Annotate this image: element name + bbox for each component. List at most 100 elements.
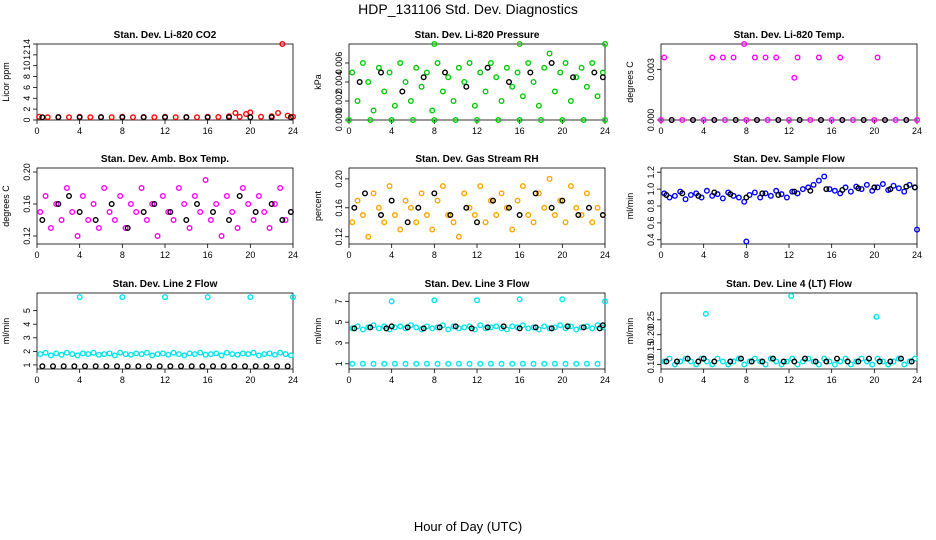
data-point (391, 324, 398, 331)
data-point (138, 184, 145, 191)
data-point (255, 352, 262, 359)
x-tick-label: 12 (784, 250, 794, 260)
data-point (719, 54, 726, 61)
data-point (97, 114, 104, 121)
data-point (215, 114, 222, 121)
data-point (530, 324, 537, 331)
panel-2: Stan. Dev. Li-820 Pressure 0 4 8 12 16 20 24 0.0… (313, 30, 610, 136)
data-point (161, 114, 168, 121)
x-tick-label: 20 (557, 126, 567, 136)
y-tick-label: 5 (22, 308, 32, 313)
data-point (735, 194, 742, 201)
data-point (873, 313, 880, 320)
x-tick-label: 8 (432, 375, 437, 385)
data-point (268, 200, 275, 207)
data-point (346, 116, 353, 123)
data-point (695, 192, 702, 199)
data-point (213, 350, 220, 357)
data-point (365, 78, 372, 85)
data-point (197, 349, 204, 356)
data-point (349, 219, 356, 226)
data-point (39, 216, 46, 223)
y-tick-label: 14 (22, 39, 32, 49)
data-point (695, 358, 702, 365)
data-point (509, 226, 516, 233)
data-point (484, 324, 491, 331)
data-point (106, 208, 113, 215)
data-point (567, 323, 574, 330)
x-tick-label: 20 (245, 250, 255, 260)
data-point (239, 350, 246, 357)
data-point (751, 355, 758, 362)
data-point (231, 363, 238, 370)
data-point (175, 184, 182, 191)
data-point (773, 54, 780, 61)
data-point (589, 325, 596, 332)
data-point (53, 350, 60, 357)
data-point (122, 351, 129, 358)
data-point (498, 190, 505, 197)
series-1 (349, 41, 609, 114)
data-point (722, 116, 729, 123)
data-point (807, 187, 814, 194)
data-point (391, 360, 398, 367)
data-point (461, 78, 468, 85)
data-point (466, 360, 473, 367)
data-point (140, 208, 147, 215)
data-point (821, 173, 828, 180)
data-point (388, 197, 395, 204)
data-point (869, 361, 876, 368)
data-point (567, 183, 574, 190)
data-point (65, 192, 72, 199)
data-point (47, 352, 54, 359)
y-tick-label: 8 (22, 74, 32, 79)
x-tick-label: 20 (245, 375, 255, 385)
data-point (682, 196, 689, 203)
x-tick-label: 20 (869, 375, 879, 385)
y-tick-label: 0.004 (334, 71, 344, 94)
data-point (807, 116, 814, 123)
data-point (783, 194, 790, 201)
data-point (365, 324, 372, 331)
data-point (191, 192, 198, 199)
data-point (106, 350, 113, 357)
data-point (602, 41, 609, 48)
data-point (415, 204, 422, 211)
panel-title: Stan. Dev. Gas Stream RH (415, 154, 538, 165)
data-point (39, 363, 46, 370)
y-tick-label: 10 (22, 61, 32, 71)
y-tick-label: 0.10 (646, 356, 656, 374)
data-point (583, 323, 590, 330)
x-tick-label: 24 (288, 375, 298, 385)
data-point (687, 358, 694, 365)
data-point (284, 363, 291, 370)
data-point (268, 114, 275, 121)
y-tick-label: 1 (22, 362, 32, 367)
data-point (599, 69, 606, 76)
y-tick-label: 0.8 (646, 200, 656, 213)
data-point (161, 294, 168, 301)
data-point (252, 363, 259, 370)
data-point (445, 74, 452, 81)
data-point (786, 116, 793, 123)
data-point (573, 326, 580, 333)
data-point (477, 69, 484, 76)
x-tick-label: 12 (472, 250, 482, 260)
data-point (748, 358, 755, 365)
data-point (193, 114, 200, 121)
data-point (762, 54, 769, 61)
data-point (684, 355, 691, 362)
data-point (812, 358, 819, 365)
data-point (743, 194, 750, 201)
data-point (170, 216, 177, 223)
y-tick-label: 0.15 (646, 341, 656, 359)
data-point (236, 113, 243, 120)
data-point (413, 219, 420, 226)
data-point (402, 197, 409, 204)
y-axis-label: degrees C (1, 185, 11, 227)
x-tick-label: 16 (203, 375, 213, 385)
data-point (802, 355, 809, 362)
x-tick-label: 12 (784, 375, 794, 385)
